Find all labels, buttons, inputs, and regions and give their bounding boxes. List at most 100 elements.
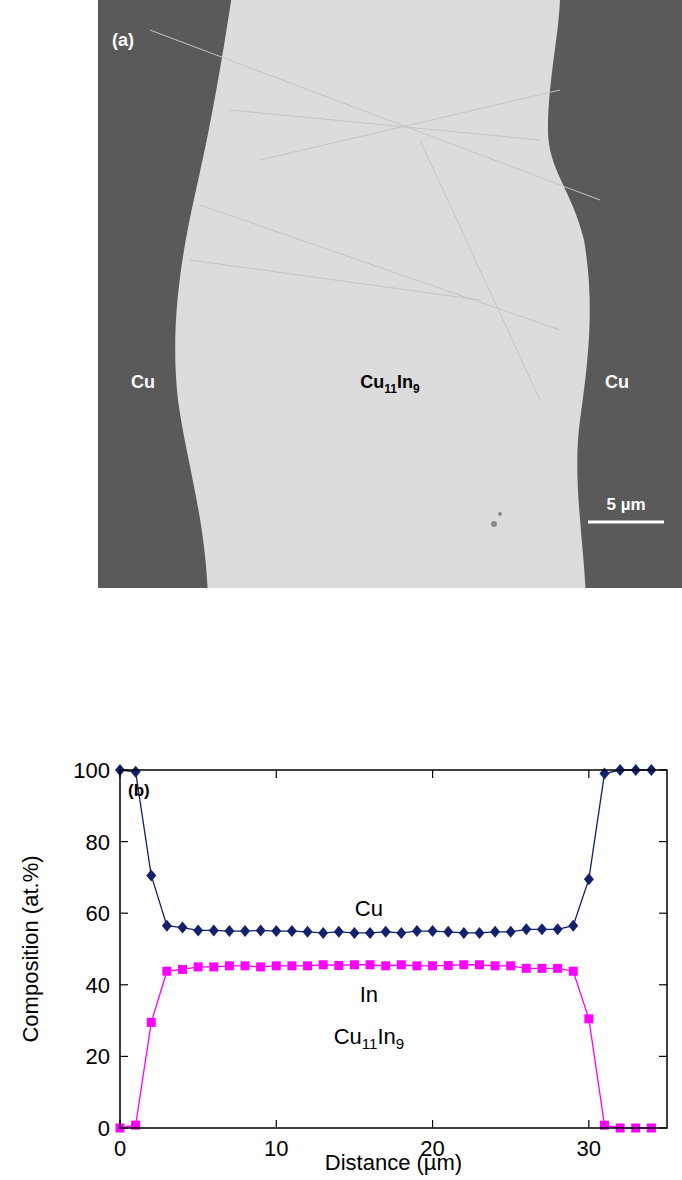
phase-label: Cu <box>605 372 629 392</box>
y-tick-label: 80 <box>86 830 110 855</box>
series-marker <box>350 960 359 969</box>
series-marker <box>162 920 172 932</box>
polish-scratch <box>150 30 600 200</box>
polish-scratch <box>200 205 560 330</box>
series-marker <box>131 766 141 778</box>
series-marker <box>334 961 343 970</box>
polish-scratch <box>190 260 480 300</box>
series-line <box>120 965 651 1128</box>
series-marker <box>147 1018 156 1027</box>
figure: (a)CuCu11In9Cu5 µm0204060801000102030Dis… <box>0 0 682 1180</box>
series-marker <box>178 965 187 974</box>
intermetallic-layer <box>175 0 590 588</box>
x-tick-top <box>276 770 277 778</box>
polish-scratch <box>260 90 560 160</box>
phase-annotation: Cu11In9 <box>334 1024 404 1053</box>
series-marker <box>303 961 312 970</box>
series-marker <box>209 924 219 936</box>
series-marker <box>553 923 563 935</box>
x-tick-label: 10 <box>264 1136 288 1161</box>
micrograph <box>98 0 682 588</box>
y-tick <box>120 984 128 985</box>
y-tick-right <box>659 984 667 985</box>
series-marker <box>240 925 250 937</box>
series-marker <box>412 961 421 970</box>
series-marker <box>397 960 406 969</box>
series-marker <box>428 961 437 970</box>
scale-bar-label: 5 µm <box>606 495 645 514</box>
series-line <box>120 770 651 933</box>
polish-scratch <box>230 110 540 140</box>
y-tick-right <box>659 841 667 842</box>
series-marker <box>412 925 422 937</box>
series-marker <box>569 967 578 976</box>
series-marker <box>272 961 281 970</box>
series-marker <box>178 922 188 934</box>
panel-label: (a) <box>112 30 134 50</box>
series-marker <box>256 962 265 971</box>
series-marker <box>381 961 390 970</box>
y-tick-label: 0 <box>98 1116 110 1141</box>
polish-scratch <box>420 140 540 400</box>
plot-data <box>115 764 656 1133</box>
series-marker <box>146 870 156 882</box>
series-marker <box>365 927 375 939</box>
series-marker <box>490 926 500 938</box>
y-tick <box>120 913 128 914</box>
series-marker <box>522 964 531 973</box>
x-tick <box>432 1120 433 1128</box>
series-marker <box>459 927 469 939</box>
series-marker <box>475 960 484 969</box>
x-tick <box>588 1120 589 1128</box>
pore <box>498 512 502 516</box>
y-tick-right <box>659 913 667 914</box>
series-label: Cu <box>355 896 383 921</box>
series-marker <box>319 960 328 969</box>
x-axis-title: Distance (µm) <box>325 1150 462 1175</box>
y-axis-title: Composition (at.%) <box>18 855 43 1042</box>
x-tick <box>276 1120 277 1128</box>
series-marker <box>241 961 250 970</box>
y-tick <box>120 841 128 842</box>
series-marker <box>334 926 344 938</box>
pore <box>491 521 497 527</box>
series-marker <box>224 925 234 937</box>
series-marker <box>537 964 546 973</box>
series-marker <box>256 924 266 936</box>
series-marker <box>459 960 468 969</box>
series-marker <box>318 927 328 939</box>
y-tick <box>120 1056 128 1057</box>
series-marker <box>303 926 313 938</box>
series-marker <box>506 961 515 970</box>
series-marker <box>209 962 218 971</box>
x-tick-label: 30 <box>577 1136 601 1161</box>
series-marker <box>287 925 297 937</box>
phase-label: Cu <box>131 372 155 392</box>
series-marker <box>444 961 453 970</box>
series-marker <box>287 961 296 970</box>
x-tick-top <box>432 770 433 778</box>
x-tick-top <box>588 770 589 778</box>
series-marker <box>366 960 375 969</box>
series-marker <box>396 927 406 939</box>
plot-frame <box>120 770 667 1128</box>
series-marker <box>568 920 578 932</box>
series-marker <box>506 926 516 938</box>
series-marker <box>491 961 500 970</box>
series-marker <box>162 967 171 976</box>
series-marker <box>584 1014 593 1023</box>
series-marker <box>349 927 359 939</box>
series-marker <box>271 925 281 937</box>
series-marker <box>225 961 234 970</box>
series-marker <box>584 873 594 885</box>
series-marker <box>443 926 453 938</box>
x-tick-label: 0 <box>114 1136 126 1161</box>
y-tick-label: 40 <box>86 973 110 998</box>
series-marker <box>428 925 438 937</box>
y-tick-label: 60 <box>86 901 110 926</box>
series-label: In <box>360 982 378 1007</box>
y-tick-label: 100 <box>73 758 110 783</box>
scale-bar <box>588 521 664 524</box>
series-marker <box>194 962 203 971</box>
panel-label: (b) <box>128 781 150 800</box>
